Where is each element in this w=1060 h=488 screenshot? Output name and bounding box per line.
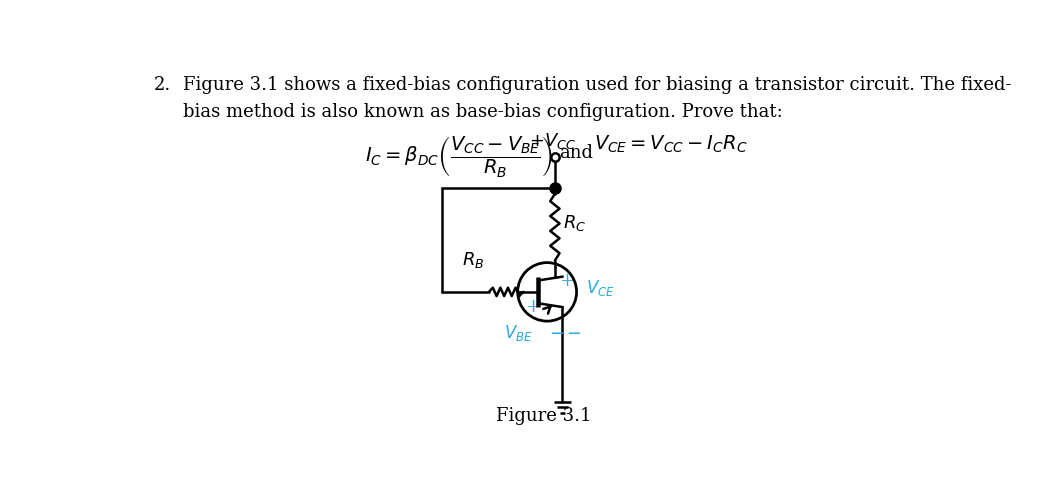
Text: $V_{BE}$: $V_{BE}$	[505, 323, 533, 343]
Text: $-$: $-$	[549, 323, 564, 341]
Text: +: +	[560, 272, 575, 290]
Text: $-$: $-$	[566, 323, 582, 341]
Text: $R_B$: $R_B$	[462, 250, 484, 270]
Text: $+V_{CC}$: $+V_{CC}$	[529, 131, 576, 151]
Text: $R_C$: $R_C$	[563, 213, 586, 233]
Text: Figure 3.1 shows a fixed-bias configuration used for biasing a transistor circui: Figure 3.1 shows a fixed-bias configurat…	[183, 76, 1011, 94]
Text: +: +	[526, 298, 541, 316]
Text: $V_{CE} = V_{CC} - I_C R_C$: $V_{CE} = V_{CC} - I_C R_C$	[594, 134, 747, 155]
Text: Figure 3.1: Figure 3.1	[495, 407, 591, 425]
Text: bias method is also known as base-bias configuration. Prove that:: bias method is also known as base-bias c…	[183, 103, 782, 121]
Text: and: and	[559, 144, 593, 162]
Text: $V_{CE}$: $V_{CE}$	[586, 278, 615, 298]
Text: 2.: 2.	[154, 76, 172, 94]
Text: $I_C = \beta_{DC}\left(\dfrac{V_{CC}-V_{BE}}{R_B}\right)$: $I_C = \beta_{DC}\left(\dfrac{V_{CC}-V_{…	[365, 134, 552, 179]
